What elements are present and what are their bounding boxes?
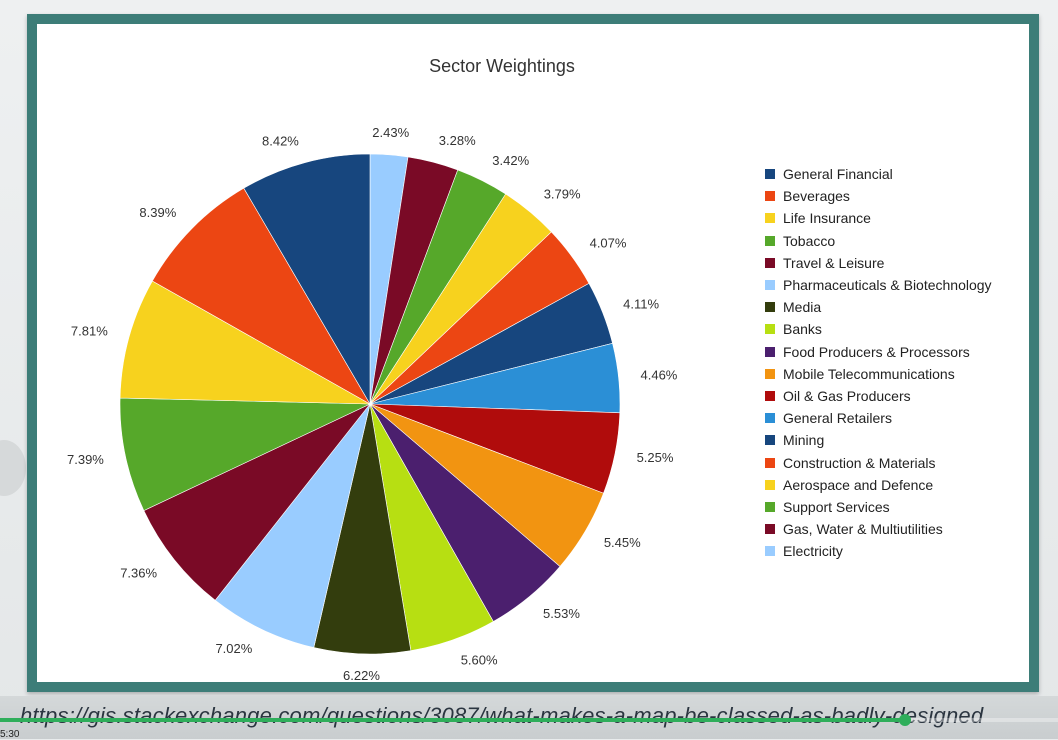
legend-label: Aerospace and Defence xyxy=(783,476,934,493)
pie-data-label-6: 4.46% xyxy=(641,368,678,383)
legend-swatch xyxy=(765,324,775,335)
legend-label: Mining xyxy=(783,432,825,449)
legend-label: Food Producers & Processors xyxy=(783,343,970,360)
legend-item-17: Electricity xyxy=(765,540,1027,562)
chart-frame: Sector Weightings 2.43% 3.28% 3.42% 3.79% 4.… xyxy=(27,14,1039,692)
caption-bar xyxy=(0,696,1058,739)
legend-item-8: Food Producers & Processors xyxy=(765,341,1027,363)
pie-data-label-3: 3.79% xyxy=(544,187,581,202)
pie-data-label-17: 8.42% xyxy=(262,133,299,148)
legend-label: Pharmaceuticals & Biotechnology xyxy=(783,277,992,294)
legend-item-16: Gas, Water & Multiutilities xyxy=(765,518,1027,540)
legend-swatch xyxy=(765,257,775,268)
legend-swatch xyxy=(765,435,775,446)
legend-label: Banks xyxy=(783,321,822,338)
pie-data-label-16: 8.39% xyxy=(139,205,176,220)
legend-item-0: General Financial xyxy=(765,163,1027,185)
legend-swatch xyxy=(765,479,775,490)
legend-item-11: General Retailers xyxy=(765,407,1027,429)
legend-item-1: Beverages xyxy=(765,185,1027,207)
legend-label: Media xyxy=(783,299,822,316)
legend-item-9: Mobile Telecommunications xyxy=(765,363,1027,385)
pie-data-label-0: 2.43% xyxy=(372,125,409,140)
legend-swatch xyxy=(765,346,775,357)
video-progress-fill xyxy=(0,718,905,722)
legend-swatch xyxy=(765,213,775,224)
legend-swatch xyxy=(765,368,775,379)
legend-item-15: Support Services xyxy=(765,496,1027,518)
legend-label: Beverages xyxy=(783,188,850,205)
pie-data-label-5: 4.11% xyxy=(623,297,659,312)
video-timestamp: 5:30 xyxy=(0,729,20,740)
pie-data-label-4: 4.07% xyxy=(590,236,627,251)
source-url[interactable]: https://gis.stackexchange.com/questions/… xyxy=(20,703,984,728)
pie-data-label-2: 3.42% xyxy=(492,153,529,168)
pie-slice-13 xyxy=(143,403,371,601)
pie-data-label-9: 5.53% xyxy=(543,606,580,621)
legend-label: Life Insurance xyxy=(783,210,871,227)
pie-data-label-11: 6.22% xyxy=(343,668,380,682)
legend-label: Travel & Leisure xyxy=(783,254,885,271)
pie-data-label-8: 5.45% xyxy=(604,535,641,550)
legend-item-6: Media xyxy=(765,296,1027,318)
chart-area: Sector Weightings 2.43% 3.28% 3.42% 3.79% 4.… xyxy=(37,24,1029,682)
legend-item-13: Construction & Materials xyxy=(765,451,1027,473)
legend-item-10: Oil & Gas Producers xyxy=(765,385,1027,407)
legend-label: General Financial xyxy=(783,166,893,183)
pie-data-label-15: 7.81% xyxy=(71,324,108,339)
pie-data-label-1: 3.28% xyxy=(439,133,476,148)
chart-title: Sector Weightings xyxy=(429,56,575,76)
pie-data-label-13: 7.36% xyxy=(120,565,157,580)
legend-item-7: Banks xyxy=(765,318,1027,340)
legend-swatch xyxy=(765,280,775,291)
legend-label: Gas, Water & Multiutilities xyxy=(783,521,943,538)
pie-slice-17 xyxy=(243,153,371,406)
legend-item-4: Travel & Leisure xyxy=(765,252,1027,274)
legend-swatch xyxy=(765,235,775,246)
legend-item-5: Pharmaceuticals & Biotechnology xyxy=(765,274,1027,296)
legend-swatch xyxy=(765,457,775,468)
legend-item-3: Tobacco xyxy=(765,230,1027,252)
chart-legend: General Financial Beverages Life Insurance… xyxy=(765,163,1027,562)
legend-label: Support Services xyxy=(783,498,890,515)
legend-label: Electricity xyxy=(783,543,843,560)
legend-swatch xyxy=(765,501,775,512)
legend-swatch xyxy=(765,524,775,535)
pie-slice-15 xyxy=(119,280,371,405)
pie-data-label-14: 7.39% xyxy=(67,452,104,467)
legend-swatch xyxy=(765,169,775,180)
pie-chart: 2.43% 3.28% 3.42% 3.79% 4.07% 4.11% 4.46% 5.25%… xyxy=(67,125,678,682)
pie-data-label-7: 5.25% xyxy=(637,450,674,465)
legend-label: Oil & Gas Producers xyxy=(783,387,911,404)
pie-slice-16 xyxy=(151,187,371,405)
legend-swatch xyxy=(765,413,775,424)
legend-item-14: Aerospace and Defence xyxy=(765,474,1027,496)
pie-data-label-12: 7.02% xyxy=(215,641,252,656)
legend-item-12: Mining xyxy=(765,429,1027,451)
legend-swatch xyxy=(765,302,775,313)
legend-label: Construction & Materials xyxy=(783,454,936,471)
legend-item-2: Life Insurance xyxy=(765,207,1027,229)
pie-slice-14 xyxy=(119,397,371,511)
legend-label: Tobacco xyxy=(783,232,836,249)
legend-label: Mobile Telecommunications xyxy=(783,365,955,382)
pie-slice-12 xyxy=(214,403,371,648)
pie-data-label-10: 5.60% xyxy=(461,652,498,667)
legend-swatch xyxy=(765,191,775,202)
legend-swatch xyxy=(765,546,775,557)
legend-swatch xyxy=(765,390,775,401)
video-progress-handle[interactable] xyxy=(898,714,911,726)
legend-label: General Retailers xyxy=(783,410,892,427)
